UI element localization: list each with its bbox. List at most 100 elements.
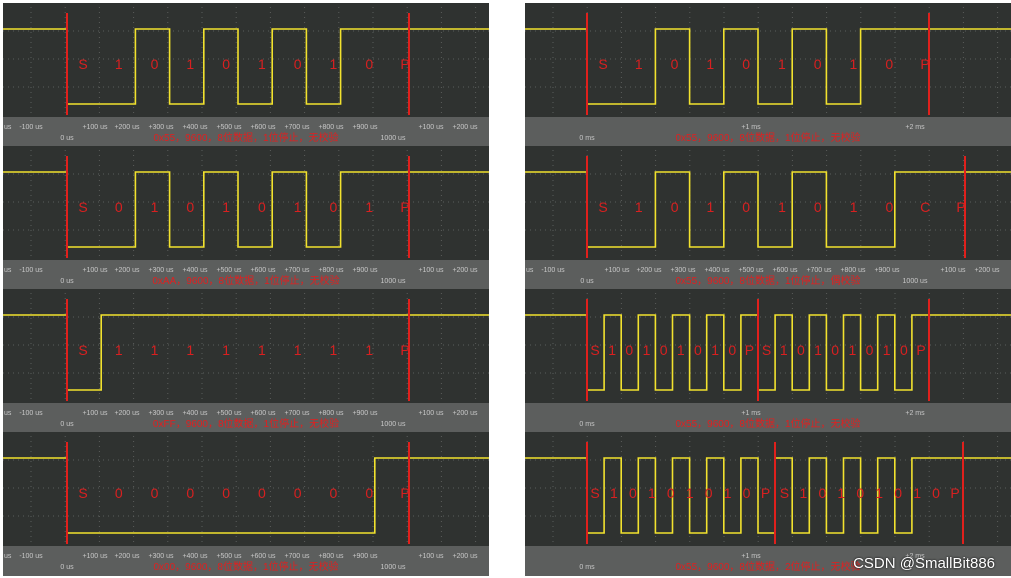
tick-label: +700 us xyxy=(806,267,832,274)
bit-label: P xyxy=(400,342,409,358)
bit-label: 0 xyxy=(365,485,373,501)
bit-label: 1 xyxy=(686,485,694,501)
tick-label: +300 us xyxy=(148,410,174,417)
tick-label: +100 us xyxy=(940,267,966,274)
bit-label: 0 xyxy=(814,56,822,72)
bit-label: 0 xyxy=(743,485,751,501)
bit-label: 0 xyxy=(728,342,736,358)
tick-label: +700 us xyxy=(284,410,310,417)
bit-label: 0 xyxy=(365,56,373,72)
time-ruler xyxy=(3,117,489,147)
tick-label: +100 us xyxy=(418,553,444,560)
bit-label: 0 xyxy=(115,199,123,215)
bit-label: S xyxy=(598,199,607,215)
waveform-svg: S 1 0 1 0 1 0 1 0 P S 1 0 1 0 1 0 1 0 P+1 ms +2 ms0 ms 0x55，9… xyxy=(525,293,1011,433)
tick-labels: -100 us +100 us +200 us +300 us +400 us +500 … xyxy=(526,267,1000,285)
bit-label: 0 xyxy=(797,342,805,358)
tick-labels: +1 ms +2 ms 0 ms xyxy=(579,124,925,142)
signal-trace xyxy=(3,314,489,391)
tick-label: +200 us xyxy=(114,124,140,131)
bit-label: 1 xyxy=(643,342,651,358)
bit-label: 1 xyxy=(151,199,159,215)
bit-label: 0 xyxy=(151,56,159,72)
bit-label: 1 xyxy=(850,56,858,72)
tick-label: +200 us xyxy=(452,267,478,274)
bit-label: 1 xyxy=(222,342,230,358)
bit-label: 0 xyxy=(151,485,159,501)
bit-label: 1 xyxy=(294,199,302,215)
signal-trace xyxy=(3,171,489,248)
bit-label: 0 xyxy=(294,56,302,72)
bit-label: 0 xyxy=(330,199,338,215)
bit-label: 1 xyxy=(186,342,194,358)
frame-caption: 0x55，9600，8位数据，1位停止，无校验 xyxy=(675,131,860,144)
bit-label: 0 xyxy=(671,199,679,215)
bit-label: 1 xyxy=(365,199,373,215)
tick-labels: +1 ms +2 ms 0 ms xyxy=(579,553,925,571)
grid xyxy=(3,436,489,544)
time-ruler xyxy=(525,260,1011,290)
tick-label: +200 us xyxy=(114,553,140,560)
tick-label: +300 us xyxy=(148,124,174,131)
watermark: CSDN @SmallBit886 xyxy=(853,555,995,572)
tick-labels: -100 us +100 us +200 us +300 us +400 us +500 … xyxy=(4,553,478,571)
signal-trace xyxy=(3,28,489,105)
tick-label: +300 us xyxy=(670,267,696,274)
tick-label: -100 us xyxy=(19,124,43,131)
tick-label: 0 us xyxy=(60,421,74,428)
bit-label: 0 xyxy=(258,199,266,215)
waveform-svg: S 1 0 1 0 1 0 1 0 P -100 us +100 us +200 us +300 us +4… xyxy=(3,7,489,147)
bit-label: 1 xyxy=(778,56,786,72)
bit-label: 1 xyxy=(707,199,715,215)
bit-label: 0 xyxy=(667,485,675,501)
bit-label: 1 xyxy=(608,342,616,358)
bit-label: 1 xyxy=(635,56,643,72)
tick-label: 0 ms xyxy=(579,421,595,428)
tick-label: 0 ms xyxy=(579,135,595,142)
tick-label: -100 us xyxy=(541,267,565,274)
bit-label: 0 xyxy=(705,485,713,501)
tick-label: +800 us xyxy=(318,124,344,131)
bit-label: 0 xyxy=(115,485,123,501)
waveform-panel-left-1: S 1 0 1 0 1 0 1 0 P -100 us +100 us +200 us +300 us +4… xyxy=(3,3,489,147)
frame-caption: 0x55，9600，8位数据，1位停止，无校验 xyxy=(153,131,338,144)
bit-label: 0 xyxy=(742,56,750,72)
tick-label: us xyxy=(4,410,12,417)
tick-label: 0 us xyxy=(580,278,594,285)
bit-label: 1 xyxy=(780,342,788,358)
bit-label: 0 xyxy=(222,56,230,72)
bit-label: 1 xyxy=(706,56,714,72)
tick-label: +400 us xyxy=(182,410,208,417)
bit-label: 1 xyxy=(711,342,719,358)
bit-label: P xyxy=(400,56,409,72)
waveform-svg: S 1 0 1 0 1 0 1 0 P S 1 0 1 0 1 0 1 0 P+1 ms +2 ms0 ms 0x55，9… xyxy=(525,436,1011,576)
time-ruler xyxy=(525,403,1011,433)
tick-label: +400 us xyxy=(182,267,208,274)
tick-label: 0 us xyxy=(60,278,74,285)
tick-label: +600 us xyxy=(250,410,276,417)
tick-label: +900 us xyxy=(352,553,378,560)
bit-label: 1 xyxy=(635,199,643,215)
tick-label: +400 us xyxy=(182,124,208,131)
bit-label: 0 xyxy=(885,56,893,72)
tick-label: 1000 us xyxy=(903,278,928,285)
tick-label: +200 us xyxy=(114,410,140,417)
bit-label: P xyxy=(400,485,409,501)
tick-label: +900 us xyxy=(352,410,378,417)
bit-label: 1 xyxy=(800,485,808,501)
bit-label: 0 xyxy=(900,342,908,358)
frame-caption: 0x55，9600，8位数据，1位停止，无校验 xyxy=(675,417,860,430)
bit-label: 1 xyxy=(294,342,302,358)
bit-label: 1 xyxy=(875,485,883,501)
bit-label: S xyxy=(78,342,87,358)
tick-label: +600 us xyxy=(250,124,276,131)
tick-label: +500 us xyxy=(216,124,242,131)
tick-label: +300 us xyxy=(148,267,174,274)
frame-caption: 0xFF，9600，8位数据，1位停止，无校验 xyxy=(153,417,339,430)
waveform-panel-left-2: S 0 1 0 1 0 1 0 1 P -100 us +100 us +200 us +300 us +4… xyxy=(3,146,489,290)
bit-label: S xyxy=(780,485,789,501)
bit-label: 1 xyxy=(330,342,338,358)
bit-label: S xyxy=(78,199,87,215)
tick-label: +1 ms xyxy=(741,124,761,131)
tick-label: +200 us xyxy=(636,267,662,274)
